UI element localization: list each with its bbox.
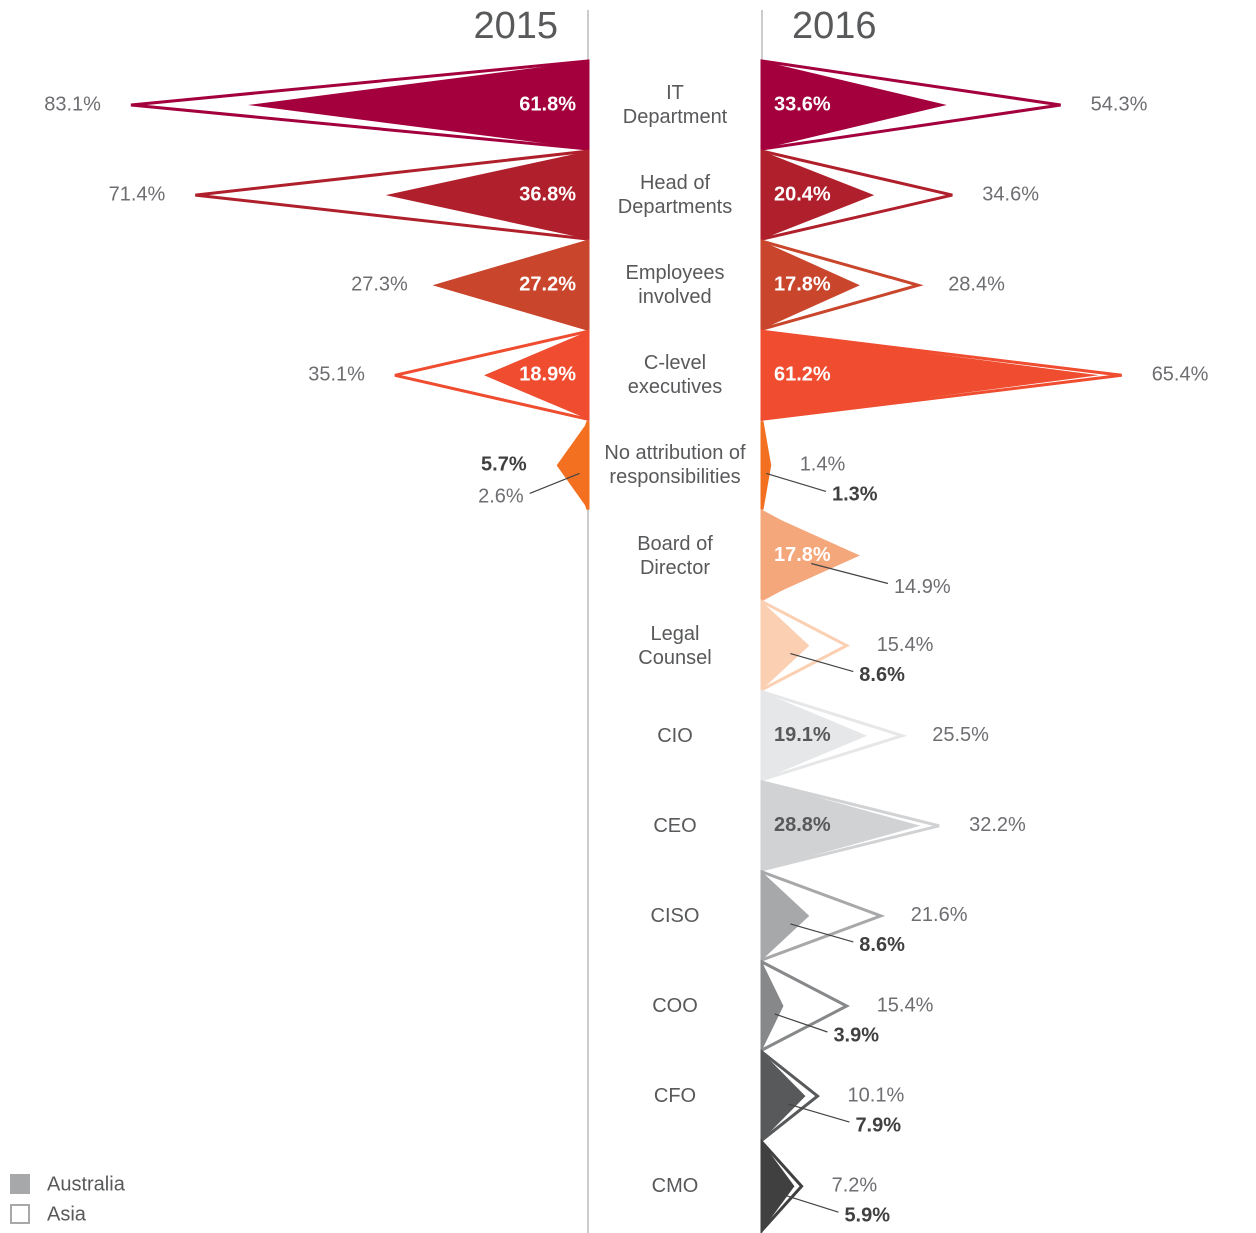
category-label: Legal Counsel (638, 622, 712, 669)
value-label: 8.6% (859, 934, 905, 956)
leader-line (790, 653, 854, 673)
value-label: 61.8% (519, 93, 576, 115)
australia-triangle (762, 1052, 806, 1141)
value-label: 34.6% (982, 183, 1039, 205)
value-label: 71.4% (109, 183, 166, 205)
category-label: C-level executives (627, 352, 723, 399)
value-label: 65.4% (1152, 364, 1209, 386)
category-label: CMO (651, 1175, 699, 1198)
value-label: 33.6% (774, 93, 831, 115)
value-label: 21.6% (911, 904, 968, 926)
australia-triangle (556, 421, 588, 510)
value-label: 61.2% (774, 364, 831, 386)
australia-triangle (248, 61, 588, 149)
leader-line (790, 923, 854, 943)
leader-line (774, 1013, 828, 1033)
value-label: 36.8% (519, 183, 576, 205)
value-label: 2.6% (478, 486, 524, 508)
category-label: Head of Departments (617, 172, 733, 219)
australia-triangle (762, 331, 1099, 420)
panel-title: 2015 (473, 5, 558, 47)
value-label: 15.4% (877, 634, 934, 656)
value-label: 3.9% (833, 1024, 879, 1046)
leader-line (787, 1103, 850, 1123)
value-label: 10.1% (848, 1084, 905, 1106)
category-label: CIO (657, 724, 693, 747)
value-label: 7.9% (855, 1114, 901, 1136)
australia-triangle (762, 1142, 795, 1231)
australia-triangle (762, 962, 784, 1050)
value-label: 27.3% (351, 273, 408, 295)
value-label: 7.2% (832, 1174, 878, 1196)
category-label: CFO (653, 1085, 697, 1108)
value-label: 25.5% (932, 724, 989, 746)
australia-triangle (762, 871, 810, 960)
category-label: IT Department (622, 82, 728, 128)
value-label: 15.4% (877, 994, 934, 1016)
value-label: 83.1% (44, 93, 101, 115)
value-label: 17.8% (774, 273, 831, 295)
value-label: 19.1% (774, 724, 831, 746)
value-label: 17.8% (774, 544, 831, 566)
australia-triangle (762, 241, 860, 330)
legend-swatch (10, 1204, 30, 1224)
value-label: 32.2% (969, 814, 1026, 836)
value-label: 35.1% (308, 364, 365, 386)
australia-triangle (762, 421, 770, 510)
value-label: 54.3% (1091, 93, 1148, 115)
value-label: 1.4% (800, 454, 846, 476)
value-label: 28.4% (948, 273, 1005, 295)
australia-triangle (762, 61, 947, 149)
legend-swatch (10, 1174, 30, 1194)
category-label: COO (652, 995, 698, 1017)
legend-label: Australia (47, 1173, 126, 1195)
category-label: No attribution of responsibilities (604, 442, 746, 489)
value-label: 28.8% (774, 814, 831, 836)
australia-triangle (762, 691, 868, 780)
australia-triangle (438, 241, 588, 330)
category-label: CEO (653, 814, 697, 837)
value-label: 1.3% (832, 484, 878, 506)
value-label: 27.2% (519, 273, 576, 295)
value-label: 14.9% (894, 576, 951, 598)
leader-line (811, 562, 889, 585)
leader-line (529, 472, 580, 494)
value-label: 5.7% (481, 454, 527, 476)
australia-triangle (762, 601, 810, 690)
category-label: CISO (650, 904, 700, 927)
australia-triangle (385, 151, 588, 240)
value-label: 18.9% (519, 364, 576, 386)
panel-title: 2016 (792, 5, 877, 47)
value-label: 5.9% (844, 1204, 890, 1226)
australia-triangle (762, 781, 921, 870)
leader-line (781, 1193, 839, 1213)
australia-triangle (762, 511, 860, 600)
legend-label: Asia (47, 1203, 87, 1225)
australia-triangle (762, 151, 875, 240)
value-label: 20.4% (774, 183, 831, 205)
value-label: 8.6% (859, 664, 905, 686)
category-label: Employees involved (625, 262, 725, 309)
leader-line (766, 472, 827, 492)
category-label: Board of Director (637, 532, 713, 579)
australia-triangle (484, 331, 588, 420)
